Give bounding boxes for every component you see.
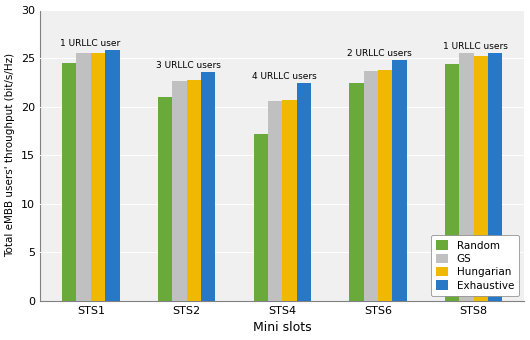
Bar bbox=[378, 70, 392, 301]
Text: 4 URLLC users: 4 URLLC users bbox=[252, 72, 316, 82]
Bar bbox=[349, 83, 364, 301]
Bar bbox=[488, 53, 502, 301]
Bar bbox=[460, 53, 474, 301]
Bar bbox=[364, 71, 378, 301]
Bar bbox=[158, 97, 172, 301]
Bar bbox=[474, 56, 488, 301]
Bar bbox=[62, 63, 76, 301]
Bar bbox=[201, 72, 215, 301]
Text: 1 URLLC users: 1 URLLC users bbox=[443, 42, 508, 51]
Bar bbox=[268, 101, 282, 301]
Text: 1 URLLC user: 1 URLLC user bbox=[60, 39, 120, 48]
Bar bbox=[172, 82, 187, 301]
Bar bbox=[297, 83, 311, 301]
X-axis label: Mini slots: Mini slots bbox=[253, 321, 312, 335]
Legend: Random, GS, Hungarian, Exhaustive: Random, GS, Hungarian, Exhaustive bbox=[430, 235, 519, 296]
Text: 2 URLLC users: 2 URLLC users bbox=[347, 49, 412, 58]
Y-axis label: Total eMBB users' throughput (bit/s/Hz): Total eMBB users' throughput (bit/s/Hz) bbox=[5, 53, 15, 257]
Bar bbox=[76, 53, 91, 301]
Bar bbox=[445, 64, 460, 301]
Bar bbox=[253, 134, 268, 301]
Bar bbox=[91, 53, 105, 301]
Bar bbox=[282, 100, 297, 301]
Bar bbox=[392, 60, 407, 301]
Bar bbox=[105, 50, 120, 301]
Bar bbox=[187, 81, 201, 301]
Text: 3 URLLC users: 3 URLLC users bbox=[156, 61, 221, 70]
